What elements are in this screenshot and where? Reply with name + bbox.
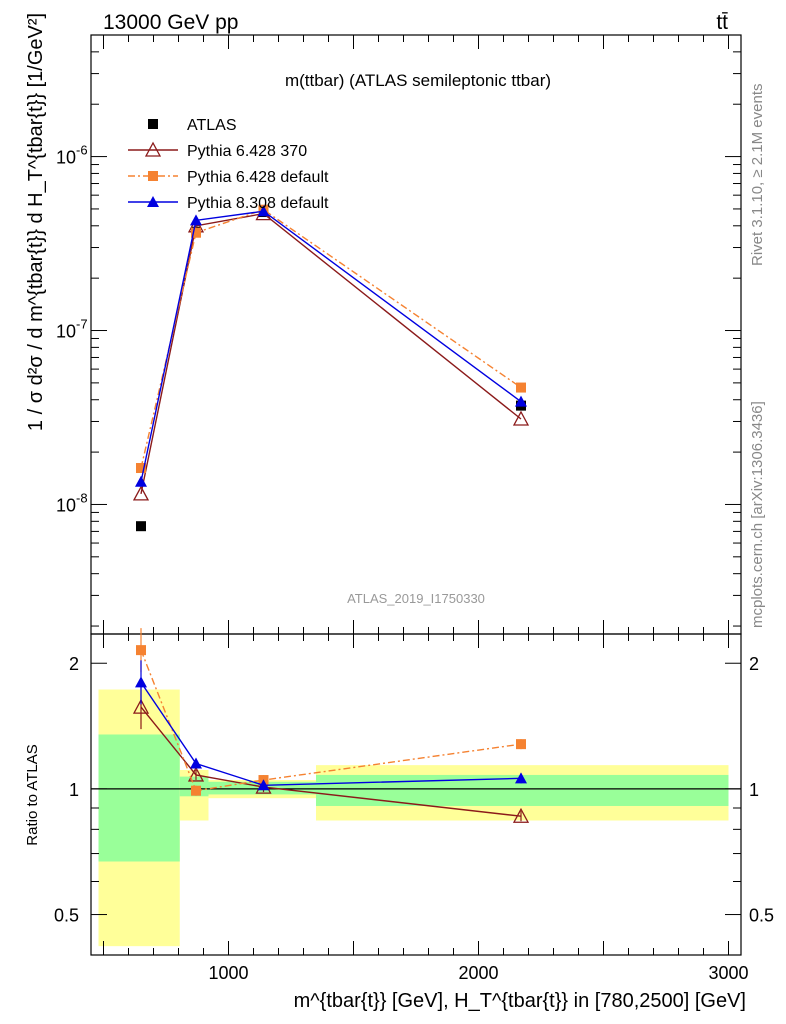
main-point-pythia-6-428-default-3: [516, 382, 526, 393]
axes: 1000 2000 3000 10-8 10-7 10-6 0.5 0.5 1 1 2 2: [54, 34, 774, 983]
ratio-y-tick-label-right: 0.5: [749, 906, 774, 926]
legend-label-pythia-6-428-default: Pythia 6.428 default: [187, 169, 329, 186]
x-tick-label: 3000: [708, 963, 748, 983]
main-point-pythia-8-308-default-3: [515, 395, 527, 407]
main-point-pythia-6-428-370-3: [512, 410, 530, 426]
main-y-tick-label: 10-8: [56, 490, 88, 515]
ratio-point-pythia-8-308-default-0: [135, 676, 147, 688]
ratio-point-pythia-6-428-default-3: [516, 739, 526, 750]
chart-title: m(ttbar) (ATLAS semileptonic ttbar): [285, 71, 551, 90]
legend-label-atlas: ATLAS: [187, 117, 237, 134]
x-tick-label: 2000: [458, 963, 498, 983]
ratio-y-tick-label-left: 2: [69, 654, 79, 674]
main-ylabel: 1 / σ d²σ / d m^{tbar{t}} d H_T^{tbar{t}…: [25, 13, 47, 431]
main-point-pythia-6-428-default-1: [191, 227, 201, 238]
ratio-series: [132, 628, 530, 823]
main-point-pythia-6-428-default-0: [136, 463, 146, 474]
ratio-ylabel: Ratio to ATLAS: [24, 744, 41, 845]
legend-marker-pythia-6-428-default: [148, 171, 158, 181]
legend-marker-atlas: [148, 119, 158, 129]
ratio-line-pythia-6-428-370: [140, 706, 522, 817]
ratio-point-pythia-8-308-default-2: [257, 779, 270, 791]
legend-marker-pythia-6-428-370: [144, 141, 162, 157]
legend: ATLAS Pythia 6.428 370 Pythia 6.428 defaul…: [128, 117, 329, 212]
ratio-frame: [90, 633, 742, 956]
main-line-pythia-8-308-default: [140, 210, 522, 482]
ratio-point-pythia-6-428-370-1: [187, 766, 205, 782]
ratio-point-pythia-8-308-default-1: [190, 757, 202, 769]
main-y-tick-label: 10-6: [56, 143, 88, 168]
main-point-atlas-0: [136, 521, 146, 532]
legend-label-pythia-8-308-default: Pythia 8.308 default: [187, 195, 329, 212]
ratio-y-tick-label-left: 0.5: [54, 906, 79, 926]
ratio-y-tick-label-right: 1: [749, 780, 759, 800]
main-point-pythia-8-308-default-1: [190, 214, 202, 226]
ratio-y-tick-label-right: 2: [749, 654, 759, 674]
ratio-point-pythia-6-428-370-0: [132, 698, 150, 714]
legend-label-pythia-6-428-370: Pythia 6.428 370: [187, 143, 307, 160]
ratio-uncertainty-bands: [98, 689, 729, 947]
header-left: 13000 GeV pp: [103, 11, 238, 34]
x-axis-label: m^{tbar{t}} [GeV], H_T^{tbar{t}} in [780…: [294, 990, 746, 1012]
main-line-pythia-6-428-370: [140, 212, 522, 495]
main-point-pythia-6-428-370-0: [132, 485, 150, 501]
ratio-point-pythia-6-428-370-3: [512, 807, 530, 823]
ratio-line-pythia-8-308-default: [140, 681, 522, 787]
analysis-id: ATLAS_2019_I1750330: [347, 591, 485, 606]
ratio-y-tick-label-left: 1: [69, 780, 79, 800]
source-label: mcplots.cern.ch [arXiv:1306.3436]: [749, 401, 766, 628]
main-point-pythia-8-308-default-0: [135, 475, 147, 487]
ratio-point-pythia-6-428-default-1: [191, 785, 201, 796]
main-line-pythia-6-428-default: [140, 208, 522, 469]
x-tick-label: 1000: [208, 963, 248, 983]
ratio-point-pythia-6-428-default-0: [136, 645, 146, 656]
rivet-version: Rivet 3.1.10, ≥ 2.1M events: [749, 84, 766, 267]
ratio-stat-band-0: [98, 734, 180, 862]
legend-marker-pythia-8-308-default: [147, 196, 159, 207]
main-y-tick-label: 10-7: [56, 317, 88, 342]
header-right: tt̄: [716, 11, 728, 34]
main-series: [132, 204, 530, 532]
ratio-point-pythia-8-308-default-3: [515, 772, 527, 784]
main-point-pythia-8-308-default-2: [257, 205, 270, 217]
ratio-line-pythia-6-428-default: [140, 649, 522, 792]
